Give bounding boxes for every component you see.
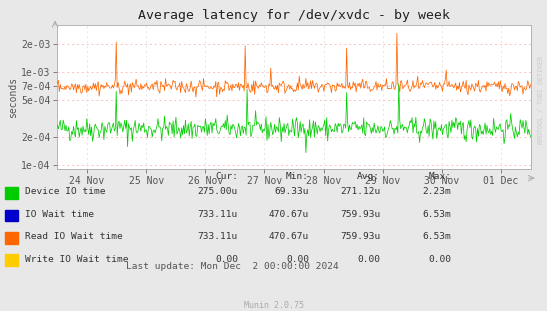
Text: IO Wait time: IO Wait time [25,210,94,219]
Text: Min:: Min: [286,172,309,181]
Y-axis label: seconds: seconds [8,77,19,118]
Text: 0.00: 0.00 [215,254,238,263]
Text: 733.11u: 733.11u [197,210,238,219]
Text: 0.00: 0.00 [286,254,309,263]
Text: 470.67u: 470.67u [269,232,309,241]
Text: 759.93u: 759.93u [340,210,380,219]
Text: Read IO Wait time: Read IO Wait time [25,232,123,241]
Text: 759.93u: 759.93u [340,232,380,241]
Title: Average latency for /dev/xvdc - by week: Average latency for /dev/xvdc - by week [138,9,450,22]
Text: 0.00: 0.00 [357,254,380,263]
Text: Device IO time: Device IO time [25,187,105,196]
Text: 271.12u: 271.12u [340,187,380,196]
Text: Munin 2.0.75: Munin 2.0.75 [243,301,304,310]
Text: Write IO Wait time: Write IO Wait time [25,254,128,263]
Text: 0.00: 0.00 [428,254,451,263]
Text: Cur:: Cur: [215,172,238,181]
Text: 275.00u: 275.00u [197,187,238,196]
Text: 69.33u: 69.33u [275,187,309,196]
Text: RRDTOOL / TOBI OETIKER: RRDTOOL / TOBI OETIKER [538,56,544,143]
Text: Avg:: Avg: [357,172,380,181]
Text: Last update: Mon Dec  2 00:00:00 2024: Last update: Mon Dec 2 00:00:00 2024 [126,262,339,271]
Text: 2.23m: 2.23m [422,187,451,196]
Text: 6.53m: 6.53m [422,210,451,219]
Text: Max:: Max: [428,172,451,181]
Text: 470.67u: 470.67u [269,210,309,219]
Text: 733.11u: 733.11u [197,232,238,241]
Text: 6.53m: 6.53m [422,232,451,241]
